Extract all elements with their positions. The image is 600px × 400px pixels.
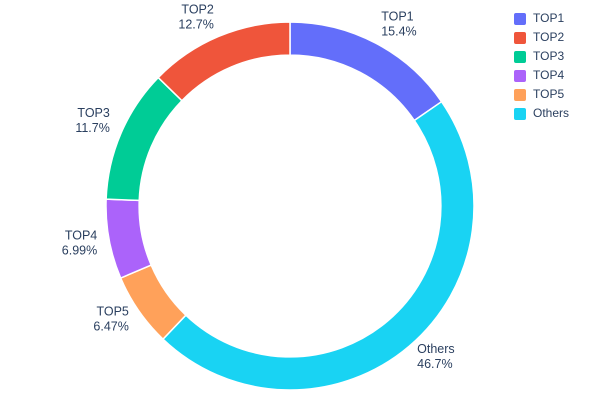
legend-item-top5[interactable]: TOP5	[514, 88, 569, 101]
legend-swatch-icon	[514, 69, 526, 82]
slice-labels: TOP1 15.4% Others 46.7% TOP5 6.47% TOP4 6.99% TO…	[62, 2, 455, 371]
legend-label: TOP1	[533, 11, 565, 25]
legend-label: Others	[533, 106, 570, 120]
slice-label-top5: TOP5 6.47%	[93, 305, 129, 334]
slice-label-top3: TOP3 11.7%	[75, 106, 110, 135]
slice-label-top4: TOP4 6.99%	[62, 229, 98, 258]
legend-item-top2[interactable]: TOP2	[514, 31, 569, 44]
legend-item-top1[interactable]: TOP1	[514, 12, 569, 25]
pie-slice-top2[interactable]	[157, 21, 291, 102]
legend-item-top3[interactable]: TOP3	[514, 50, 569, 63]
legend-item-others[interactable]: Others	[514, 107, 569, 120]
pie-slice-top4[interactable]	[105, 198, 153, 280]
legend-swatch-icon	[514, 107, 526, 120]
legend-label: TOP2	[533, 30, 565, 44]
pie-slice-top1[interactable]	[289, 21, 443, 122]
slice-label-top2: TOP2 12.7%	[178, 2, 214, 31]
legend-label: TOP3	[533, 49, 565, 63]
legend-swatch-icon	[514, 50, 526, 63]
slice-label-top1: TOP1 15.4%	[381, 10, 416, 39]
legend-swatch-icon	[514, 31, 526, 44]
legend-item-top4[interactable]: TOP4	[514, 69, 569, 82]
slice-label-others: Others 46.7%	[417, 342, 455, 371]
legend-label: TOP4	[533, 68, 565, 82]
legend: TOP1 TOP2 TOP3 TOP4 TOP5 Others	[514, 12, 569, 120]
pie-slice-top3[interactable]	[105, 76, 184, 202]
legend-swatch-icon	[514, 12, 526, 25]
pie-slices	[105, 21, 475, 391]
legend-swatch-icon	[514, 88, 526, 101]
legend-label: TOP5	[533, 87, 565, 101]
